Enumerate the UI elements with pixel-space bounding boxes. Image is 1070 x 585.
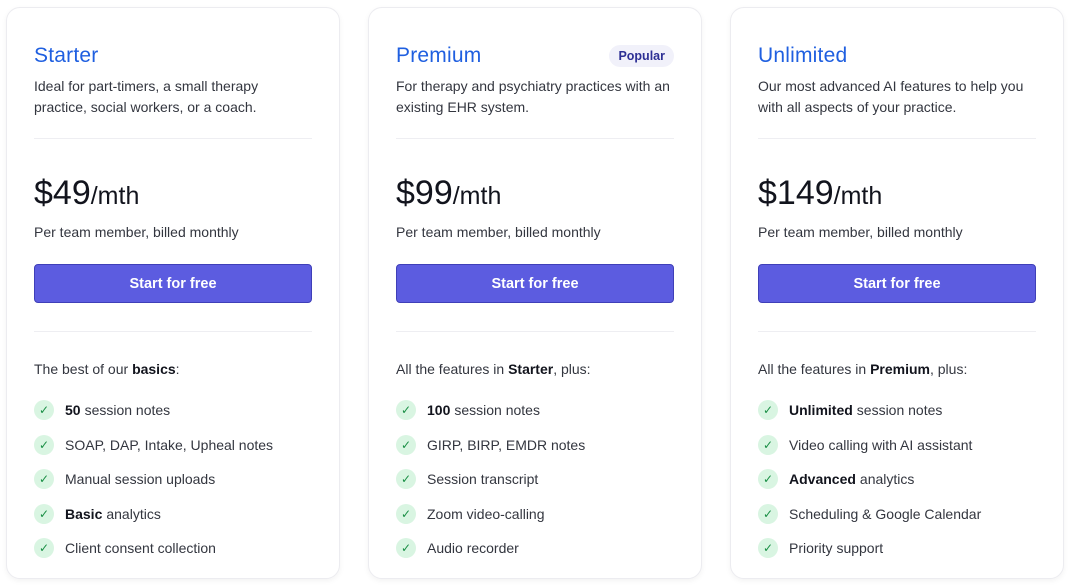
feature-text: Zoom video-calling [427, 505, 545, 522]
check-icon: ✓ [396, 538, 416, 559]
feature-text: Priority support [789, 540, 884, 557]
feature-bold: Unlimited [789, 402, 853, 419]
check-icon: ✓ [34, 434, 54, 455]
plan-description: Ideal for part-timers, a small therapy p… [34, 78, 259, 115]
features-heading: All the features in Premium, plus: [758, 361, 967, 377]
plan-name: Unlimited [758, 44, 848, 67]
feature-item: ✓ Audio recorder [396, 531, 585, 566]
feature-item: ✓ SOAP, DAP, Intake, Upheal notes [34, 428, 273, 463]
divider [396, 331, 674, 332]
plan-card-unlimited: Unlimited Our most advanced AI features … [730, 7, 1064, 579]
feature-item: ✓ Manual session uploads [34, 462, 273, 497]
check-icon: ✓ [34, 538, 54, 559]
feature-text: SOAP, DAP, Intake, Upheal notes [65, 436, 274, 453]
feature-list: ✓ Unlimited session notes ✓ Video calling wi… [758, 393, 981, 566]
check-icon: ✓ [34, 400, 54, 421]
feature-text: Manual session uploads [65, 471, 216, 488]
feature-item: ✓ Scheduling & Google Calendar [758, 497, 981, 532]
feature-bold: 100 [427, 402, 451, 419]
feature-item: ✓ Priority support [758, 531, 981, 566]
check-icon: ✓ [396, 503, 416, 524]
check-icon: ✓ [758, 538, 778, 559]
price-unit: /mth [833, 182, 883, 210]
divider [758, 331, 1036, 332]
features-heading-pre: The best of our [34, 361, 133, 377]
price-amount: $99 [396, 174, 453, 212]
plan-price: $99/mth [396, 174, 501, 213]
check-icon: ✓ [34, 469, 54, 490]
features-heading: All the features in Starter, plus: [396, 361, 591, 377]
feature-item: ✓ Advanced analytics [758, 462, 981, 497]
feature-text: Scheduling & Google Calendar [789, 505, 982, 522]
check-icon: ✓ [758, 400, 778, 421]
check-icon: ✓ [758, 434, 778, 455]
price-amount: $149 [758, 174, 834, 212]
price-amount: $49 [34, 174, 91, 212]
feature-text: Video calling with AI assistant [789, 436, 973, 453]
feature-text: Session transcript [427, 471, 539, 488]
plan-card-premium: Premium Popular For therapy and psychiat… [368, 7, 702, 579]
start-for-free-button[interactable]: Start for free [34, 264, 312, 303]
check-icon: ✓ [758, 469, 778, 490]
features-heading-post: , plus: [929, 361, 968, 377]
divider [396, 138, 674, 139]
billing-note: Per team member, billed monthly [34, 224, 239, 240]
features-heading-pre: All the features in [396, 361, 509, 377]
feature-item: ✓ 100 session notes [396, 393, 585, 428]
check-icon: ✓ [396, 400, 416, 421]
feature-item: ✓ Zoom video-calling [396, 497, 585, 532]
check-icon: ✓ [396, 434, 416, 455]
feature-text: GIRP, BIRP, EMDR notes [427, 436, 586, 453]
price-unit: /mth [452, 182, 502, 210]
feature-text: session notes [84, 402, 171, 419]
plan-card-starter: Starter Ideal for part-timers, a small t… [6, 7, 340, 579]
feature-item: ✓ GIRP, BIRP, EMDR notes [396, 428, 585, 463]
feature-text: Client consent collection [65, 540, 216, 557]
features-heading-post: : [175, 361, 180, 377]
start-for-free-button[interactable]: Start for free [396, 264, 674, 303]
feature-list: ✓ 50 session notes ✓ SOAP, DAP, Intake, Uphe… [34, 393, 273, 566]
start-for-free-button[interactable]: Start for free [758, 264, 1036, 303]
plan-description: Our most advanced AI features to help yo… [758, 78, 1024, 115]
features-heading-bold: Starter [508, 361, 554, 377]
divider [34, 331, 312, 332]
check-icon: ✓ [34, 503, 54, 524]
feature-bold: 50 [65, 402, 81, 419]
feature-text: session notes [454, 402, 540, 419]
feature-bold: Advanced [789, 471, 856, 488]
feature-text: analytics [106, 505, 161, 522]
feature-item: ✓ Client consent collection [34, 531, 273, 566]
plan-description: For therapy and psychiatry practices wit… [396, 78, 670, 115]
feature-text: analytics [859, 471, 915, 488]
feature-text: session notes [856, 402, 943, 419]
feature-item: ✓ Basic analytics [34, 497, 273, 532]
feature-bold: Basic [65, 505, 103, 522]
feature-text: Audio recorder [427, 540, 519, 557]
feature-item: ✓ Video calling with AI assistant [758, 428, 981, 463]
features-heading-post: , plus: [553, 361, 591, 377]
plan-price: $149/mth [758, 174, 882, 213]
plan-name: Premium [396, 44, 482, 67]
features-heading-bold: basics [132, 361, 176, 377]
plan-price: $49/mth [34, 174, 139, 213]
billing-note: Per team member, billed monthly [758, 224, 963, 240]
plan-name: Starter [34, 44, 99, 67]
popular-badge: Popular [609, 45, 674, 67]
features-heading-pre: All the features in [758, 361, 871, 377]
feature-list: ✓ 100 session notes ✓ GIRP, BIRP, EMDR notes… [396, 393, 585, 566]
feature-item: ✓ Session transcript [396, 462, 585, 497]
features-heading: The best of our basics: [34, 361, 180, 377]
billing-note: Per team member, billed monthly [396, 224, 601, 240]
check-icon: ✓ [396, 469, 416, 490]
price-unit: /mth [90, 182, 140, 210]
features-heading-bold: Premium [870, 361, 930, 377]
divider [34, 138, 312, 139]
feature-item: ✓ 50 session notes [34, 393, 273, 428]
feature-item: ✓ Unlimited session notes [758, 393, 981, 428]
divider [758, 138, 1036, 139]
check-icon: ✓ [758, 503, 778, 524]
